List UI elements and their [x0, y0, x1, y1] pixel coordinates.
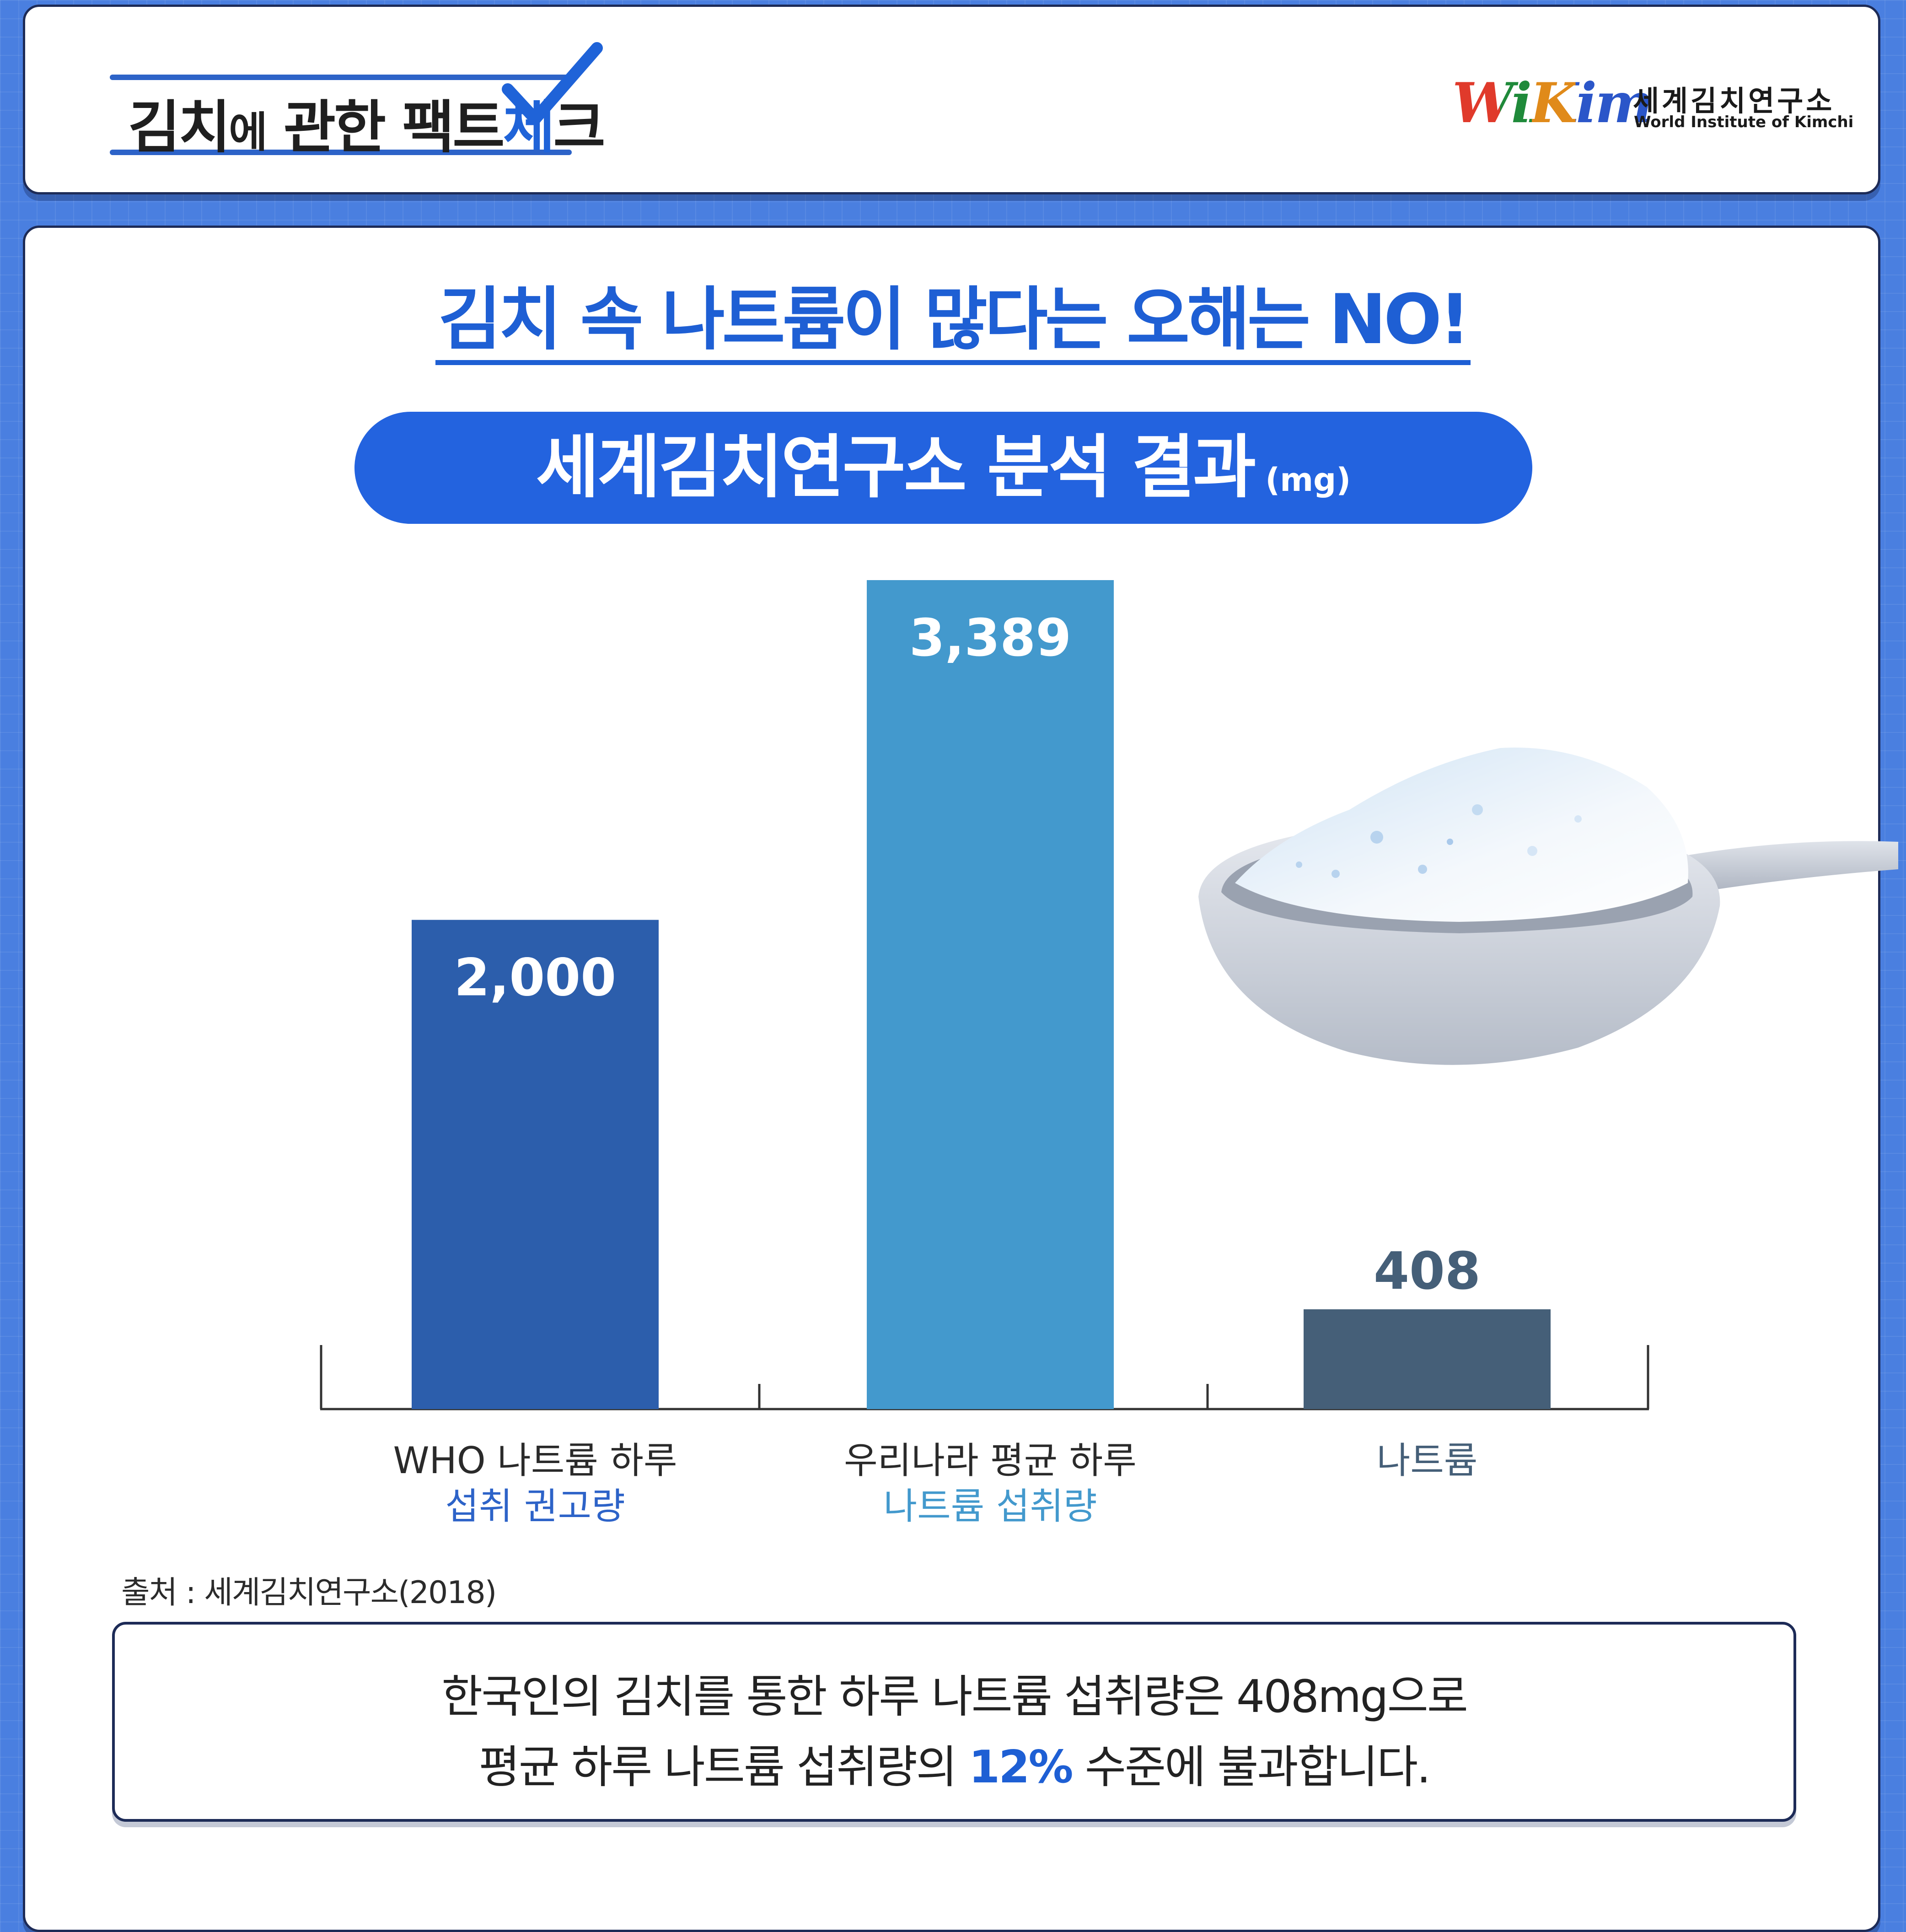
fact-check-title-text: 김치에 관한 팩트체크: [128, 95, 606, 161]
header-card: 김치에 관한 팩트체크 WiKim 세계김치연구소 World Institut…: [23, 5, 1880, 194]
category-label: WHO 나트륨 하루: [393, 1439, 677, 1482]
wikim-logo: WiKim 세계김치연구소 World Institute of Kimchi: [1452, 71, 1855, 149]
bar: [412, 920, 659, 1409]
bar: [867, 580, 1114, 1409]
bar: [1304, 1309, 1551, 1409]
category-label: 섭취 권고량: [445, 1485, 625, 1528]
checkmark-icon: [502, 42, 603, 125]
fact-check-title: 김치에 관한 팩트체크: [110, 42, 606, 162]
category-label: 나트륨 섭취량: [883, 1485, 1097, 1528]
bar-value-label: 2,000: [454, 948, 616, 1008]
headline-wrap: 김치 속 나트륨이 많다는 오해는 NO!: [0, 281, 1906, 365]
note-line-1: 한국인의 김치를 통한 하루 나트륨 섭취량은 408mg으로: [441, 1671, 1468, 1723]
headline: 김치 속 나트륨이 많다는 오해는 NO!: [435, 281, 1471, 365]
note-highlight: 12%: [969, 1741, 1074, 1793]
logo-english-name: World Institute of Kimchi: [1634, 113, 1854, 131]
wikim-logo-mark: WiKim: [1452, 71, 1653, 135]
summary-note: 한국인의 김치를 통한 하루 나트륨 섭취량은 408mg으로 평균 하루 나트…: [112, 1622, 1796, 1822]
logo-korean-name: 세계김치연구소: [1633, 84, 1835, 118]
subtitle-unit: (mg): [1265, 461, 1351, 499]
title-bottom-line: [110, 150, 572, 155]
subtitle-pill: 세계김치연구소 분석 결과 (mg): [354, 412, 1532, 524]
title-top-line: [110, 75, 572, 80]
salt-spoon-icon: [1198, 748, 1898, 1065]
category-label: 우리나라 평균 하루: [844, 1439, 1137, 1482]
note-line-2: 평균 하루 나트륨 섭취량의 12% 수준에 불과합니다.: [478, 1741, 1431, 1793]
bar-value-label: 408: [1374, 1242, 1481, 1301]
subtitle-text: 세계김치연구소 분석 결과: [536, 428, 1256, 507]
bar-value-label: 3,389: [909, 608, 1071, 668]
category-label: 나트륨: [1377, 1439, 1478, 1482]
source-text: 출처 : 세계김치연구소(2018): [121, 1575, 497, 1611]
